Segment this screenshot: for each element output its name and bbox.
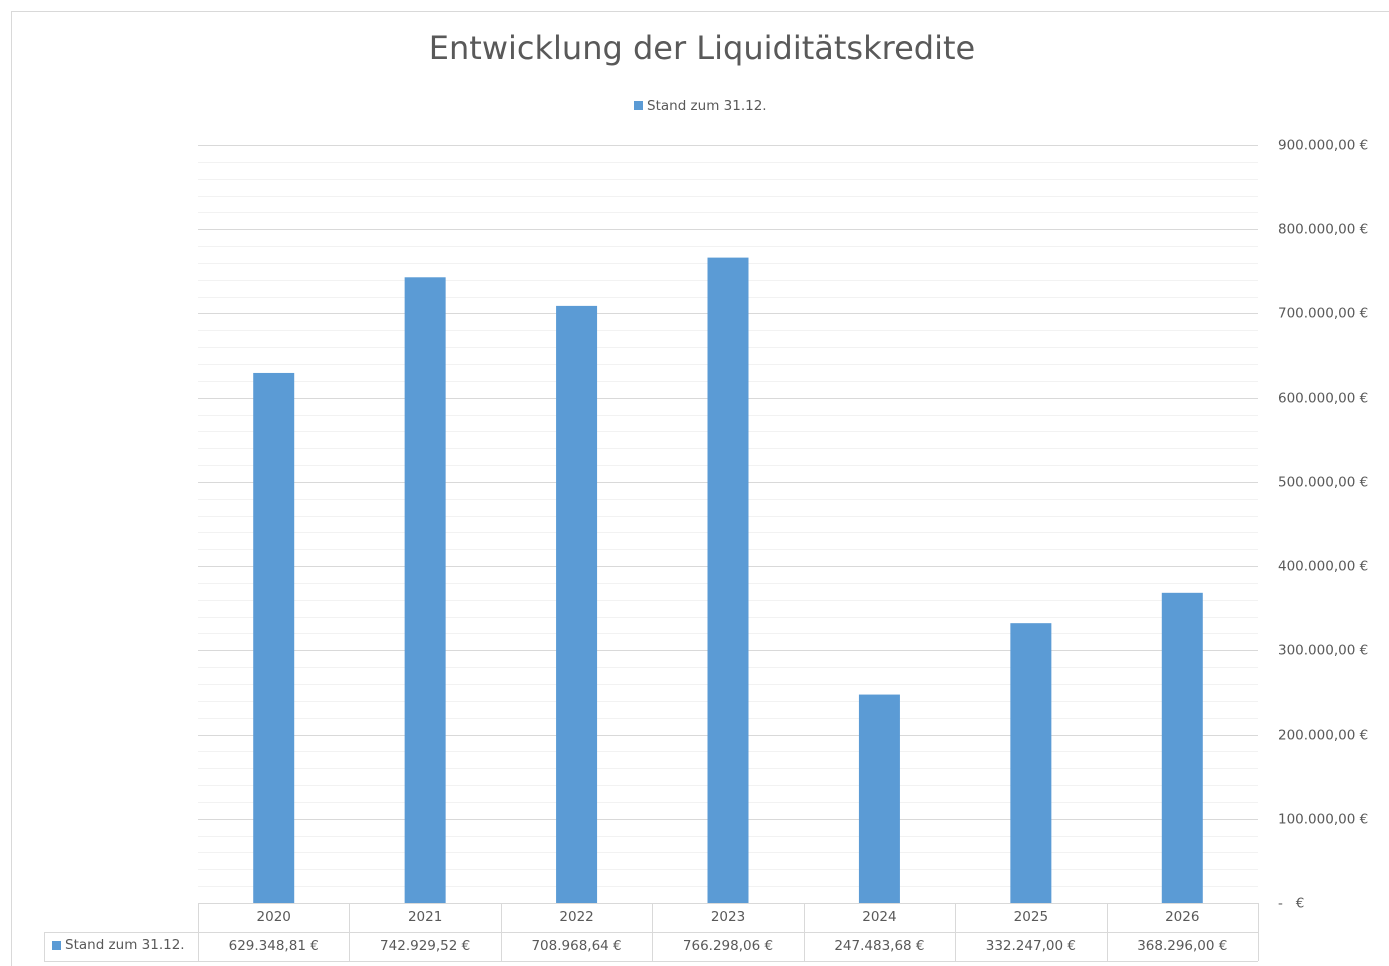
table-value: 332.247,00 € [986,938,1076,954]
chart-area [11,11,1389,966]
y-tick-label: 900.000,00 € [1278,138,1368,154]
table-value: 766.298,06 € [683,938,773,954]
y-tick-label: 700.000,00 € [1278,306,1368,322]
y-tick-label: 800.000,00 € [1278,222,1368,238]
bar [1161,592,1203,903]
legend-label: Stand zum 31.12. [647,98,767,114]
y-tick-label: - € [1278,896,1304,912]
table-value: 708.968,64 € [531,938,621,954]
y-tick-label: 300.000,00 € [1278,643,1368,659]
table-value: 247.483,68 € [834,938,924,954]
bar [556,305,598,903]
x-tick-label: 2022 [559,909,593,925]
y-tick-label: 200.000,00 € [1278,728,1368,744]
x-tick-label: 2020 [257,909,291,925]
x-tick-label: 2026 [1165,909,1199,925]
y-tick-label: 400.000,00 € [1278,559,1368,575]
y-tick-label: 500.000,00 € [1278,475,1368,491]
bar [1010,623,1052,903]
x-tick-label: 2021 [408,909,442,925]
legend-key [634,101,643,110]
y-tick-label: 600.000,00 € [1278,391,1368,407]
y-tick-label: 100.000,00 € [1278,812,1368,828]
chart-title: Entwicklung der Liquiditätskredite [429,29,975,67]
bar [707,257,749,903]
table-value: 368.296,00 € [1137,938,1227,954]
x-tick-label: 2023 [711,909,745,925]
table-legend-key [52,941,61,950]
bar [858,694,900,903]
table-value: 742.929,52 € [380,938,470,954]
table-value: 629.348,81 € [229,938,319,954]
x-tick-label: 2025 [1014,909,1048,925]
bar [253,372,295,903]
x-tick-label: 2024 [862,909,896,925]
bar [404,277,446,904]
table-series-label: Stand zum 31.12. [65,937,185,953]
